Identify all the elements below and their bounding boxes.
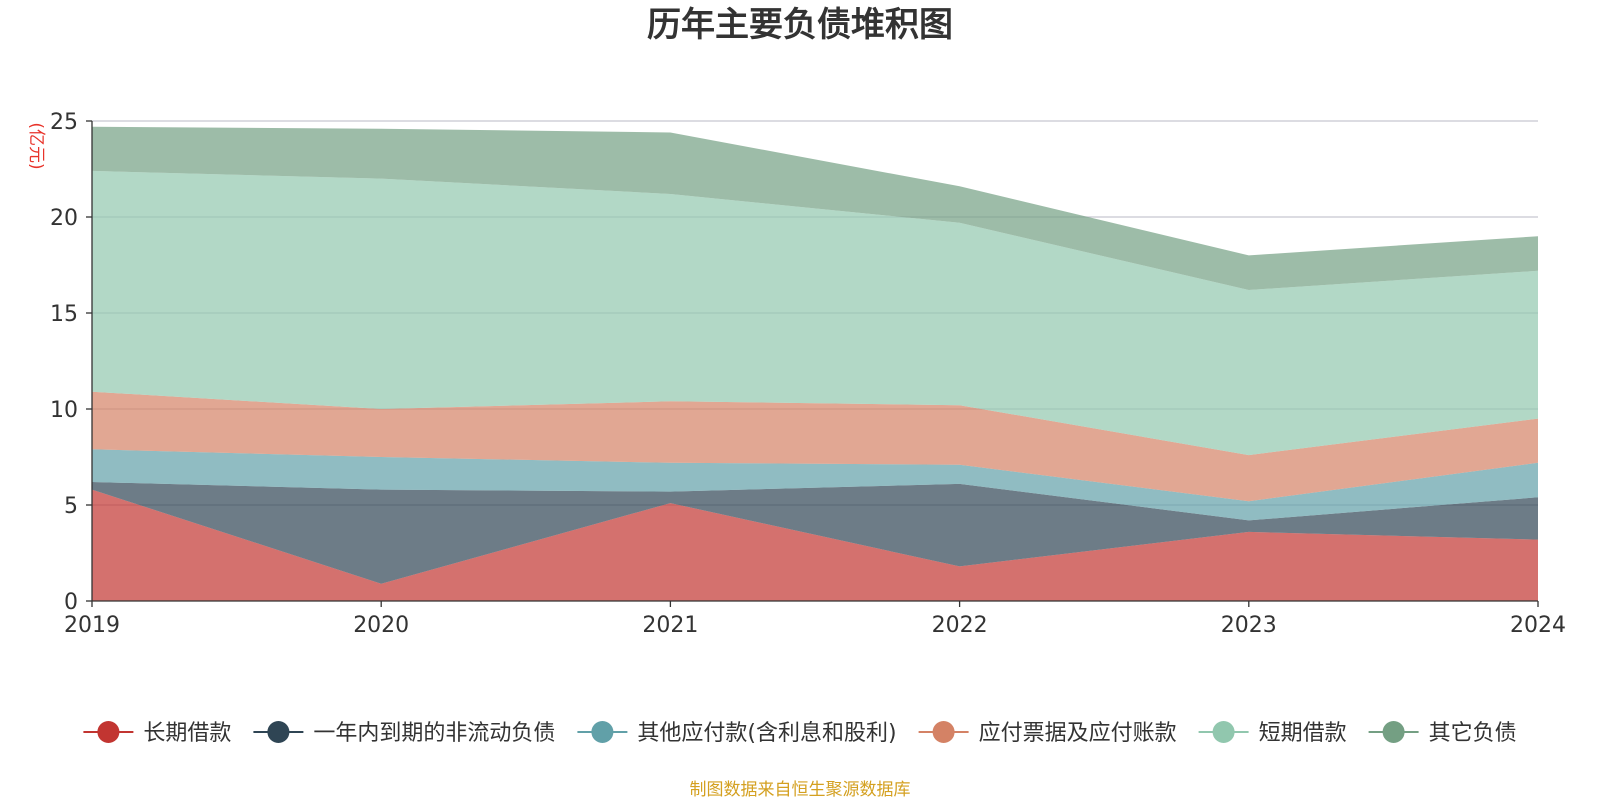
legend-marker	[591, 721, 614, 743]
legend-label: 其他应付款(含利息和股利)	[637, 721, 896, 746]
y-axis-unit: (亿元)	[26, 122, 46, 169]
legend-marker	[1382, 721, 1405, 743]
area-series-6	[92, 126, 1538, 290]
legend-label: 其它负债	[1429, 721, 1517, 746]
y-tick-label: 5	[64, 494, 78, 519]
legend-marker	[97, 721, 120, 743]
x-tick-label: 2023	[1221, 613, 1277, 638]
legend-item-2[interactable]: 一年内到期的非流动负债	[253, 721, 555, 746]
y-tick-label: 0	[64, 590, 78, 615]
legend-item-5[interactable]: 短期借款	[1198, 721, 1347, 746]
x-tick-label: 2021	[642, 613, 698, 638]
legend-item-1[interactable]: 长期借款	[83, 721, 231, 746]
y-tick-label: 10	[50, 398, 78, 423]
x-tick-label: 2019	[64, 613, 120, 638]
legend-label: 一年内到期的非流动负债	[313, 721, 555, 746]
legend-item-3[interactable]: 其他应付款(含利息和股利)	[577, 721, 897, 746]
y-tick-label: 25	[50, 110, 78, 135]
legend-label: 应付票据及应付账款	[979, 721, 1177, 746]
area-series	[92, 126, 1538, 601]
area-series-5	[92, 170, 1538, 456]
legend-item-4[interactable]: 应付票据及应付账款	[918, 721, 1177, 746]
legend-marker	[267, 721, 290, 743]
x-tick-label: 2022	[932, 613, 988, 638]
y-tick-label: 20	[50, 206, 78, 231]
area-series-4	[92, 391, 1538, 502]
legend-item-6[interactable]: 其它负债	[1368, 721, 1517, 746]
area-series-3	[92, 449, 1538, 521]
legend-marker	[932, 721, 955, 743]
x-tick-label: 2024	[1510, 613, 1566, 638]
area-series-1	[92, 489, 1538, 601]
axes: 0 5 10 15 20 25 2019 2020 2021 2022 2023 2024	[50, 110, 1566, 638]
legend-label: 短期借款	[1259, 721, 1347, 746]
y-tick-label: 15	[50, 302, 78, 327]
x-tick-label: 2020	[353, 613, 409, 638]
source-note: 制图数据来自恒生聚源数据库	[690, 780, 911, 800]
chart-title: 历年主要负债堆积图	[647, 5, 953, 45]
legend[interactable]: 长期借款 一年内到期的非流动负债 其他应付款(含利息和股利) 应付票据及应付账款 短期借…	[83, 721, 1517, 746]
area-series-2	[92, 482, 1538, 584]
legend-marker	[1212, 721, 1235, 743]
legend-label: 长期借款	[143, 721, 231, 746]
